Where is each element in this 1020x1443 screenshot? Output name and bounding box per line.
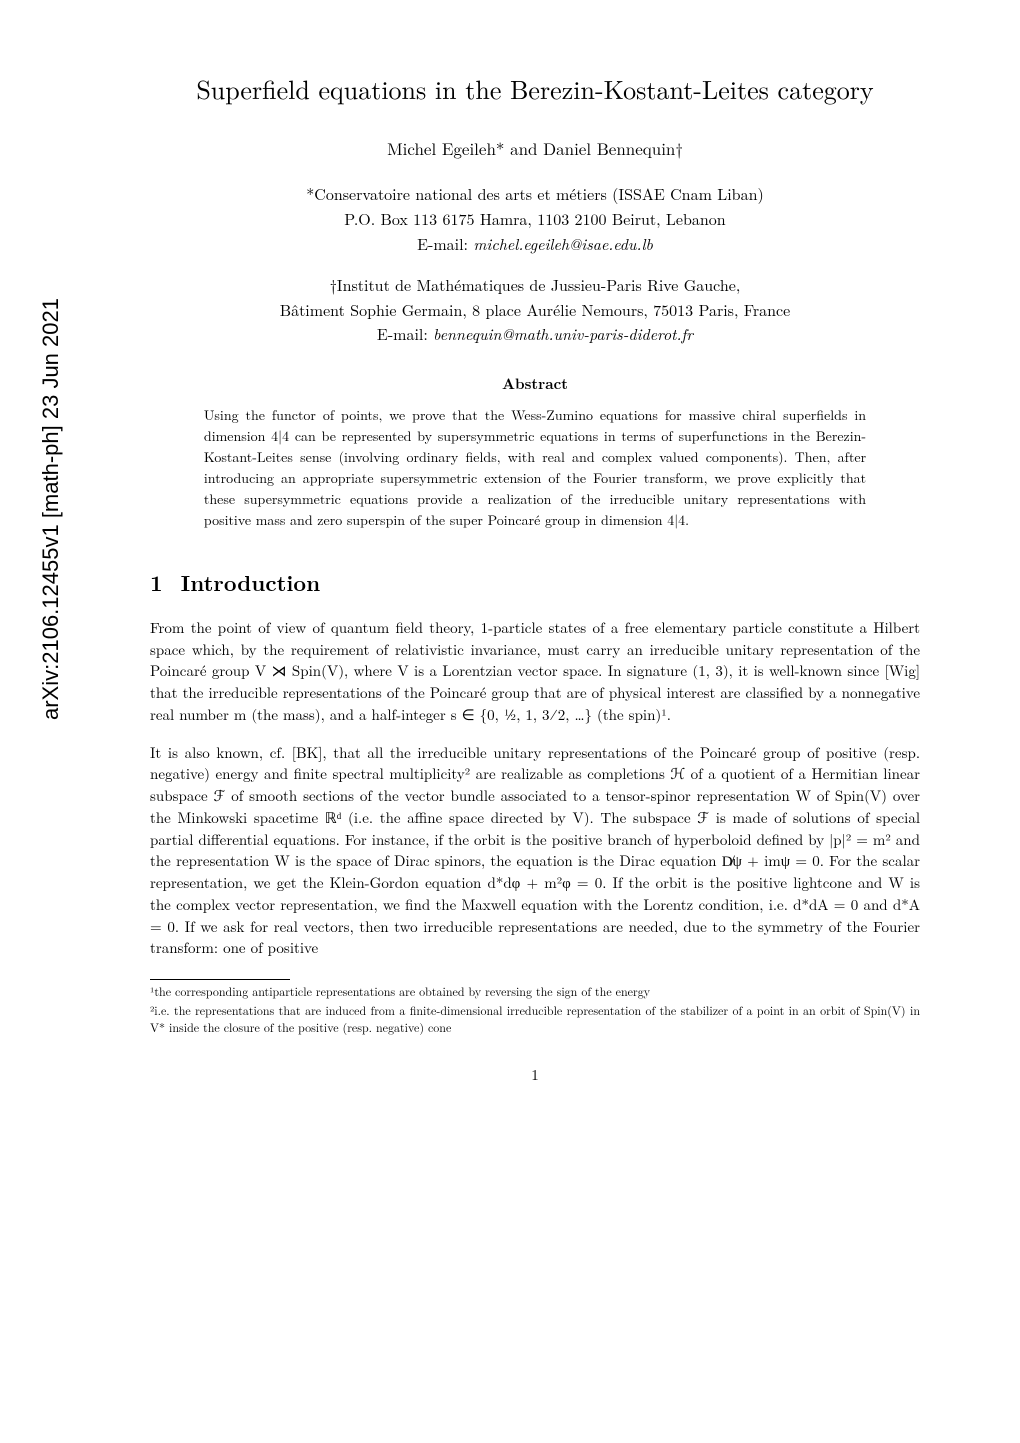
affil1-line2: P.O. Box 113 6175 Hamra, 1103 2100 Beiru…	[344, 207, 725, 230]
affil2-line2: Bâtiment Sophie Germain, 8 place Aurélie…	[280, 298, 791, 321]
section-1-number: 1	[150, 567, 163, 598]
affil1-email: michel.egeileh@isae.edu.lb	[473, 232, 653, 255]
paragraph-2: It is also known, cf. [BK], that all the…	[150, 742, 920, 960]
paragraph-1: From the point of view of quantum field …	[150, 617, 920, 726]
section-1-heading: 1 Introduction	[150, 567, 920, 599]
affil2-email: bennequin@math.univ-paris-diderot.fr	[433, 322, 693, 345]
affil2-line1: †Institut de Mathématiques de Jussieu-Pa…	[330, 273, 741, 296]
footnote-2: ²i.e. the representations that are induc…	[150, 1003, 920, 1037]
paper-page: arXiv:2106.12455v1 [math-ph] 23 Jun 2021…	[0, 0, 1020, 1126]
affil2-email-label: E-mail:	[377, 322, 433, 345]
section-1-title: Introduction	[181, 567, 320, 598]
page-number: 1	[150, 1064, 920, 1086]
affiliation-2: †Institut de Mathématiques de Jussieu-Pa…	[150, 273, 920, 347]
paper-title: Superfield equations in the Berezin-Kost…	[150, 70, 920, 108]
arxiv-stamp: arXiv:2106.12455v1 [math-ph] 23 Jun 2021	[35, 298, 67, 720]
abstract-body: Using the functor of points, we prove th…	[204, 405, 866, 531]
footnote-rule	[150, 979, 290, 980]
abstract-heading: Abstract	[150, 373, 920, 395]
authors-line: Michel Egeileh* and Daniel Bennequin†	[150, 136, 920, 161]
affil1-email-label: E-mail:	[417, 232, 473, 255]
affil1-line1: *Conservatoire national des arts et méti…	[306, 182, 763, 205]
affiliation-1: *Conservatoire national des arts et méti…	[150, 182, 920, 256]
footnote-1: ¹the corresponding antiparticle represen…	[150, 984, 920, 1001]
